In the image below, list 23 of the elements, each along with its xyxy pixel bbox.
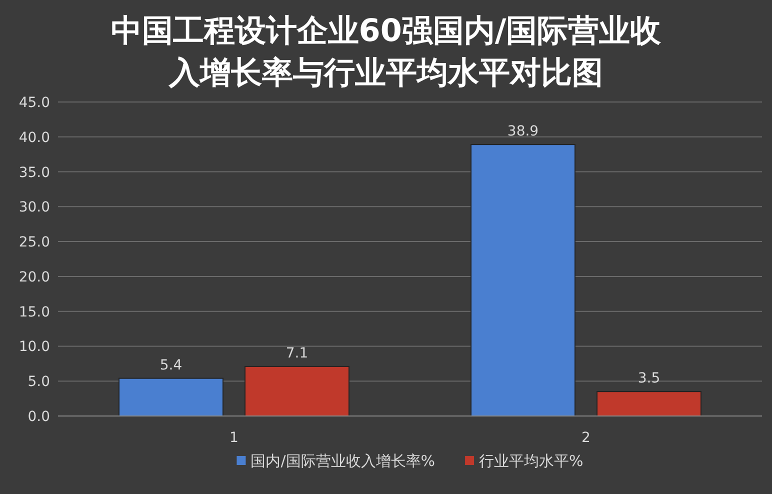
legend-label: 行业平均水平%	[479, 452, 584, 470]
y-tick-label: 45.0	[18, 95, 50, 111]
data-label: 7.1	[286, 345, 308, 362]
data-label: 38.9	[507, 124, 539, 140]
y-tick-label: 15.0	[18, 304, 50, 320]
x-tick-label: 2	[582, 430, 590, 446]
y-tick-label: 25.0	[18, 234, 50, 251]
y-tick-label: 35.0	[18, 164, 50, 181]
bar	[596, 391, 702, 416]
y-tick-label: 20.0	[18, 269, 50, 286]
y-tick-label: 30.0	[18, 200, 50, 216]
data-label: 5.4	[160, 357, 182, 374]
bar	[470, 144, 576, 416]
y-tick-label: 0.0	[28, 409, 50, 425]
y-tick-label: 40.0	[18, 130, 50, 146]
y-tick-label: 5.0	[28, 374, 50, 390]
x-tick-label: 1	[230, 430, 238, 446]
legend-label: 国内/国际营业收入增长率%	[250, 452, 436, 470]
chart-title: 中国工程设计企业60强国内/国际营业收入增长率与行业平均水平对比图	[110, 12, 662, 93]
data-label: 3.5	[638, 370, 660, 387]
y-tick-label: 10.0	[18, 339, 50, 356]
bar	[244, 366, 350, 416]
bar	[118, 378, 224, 416]
